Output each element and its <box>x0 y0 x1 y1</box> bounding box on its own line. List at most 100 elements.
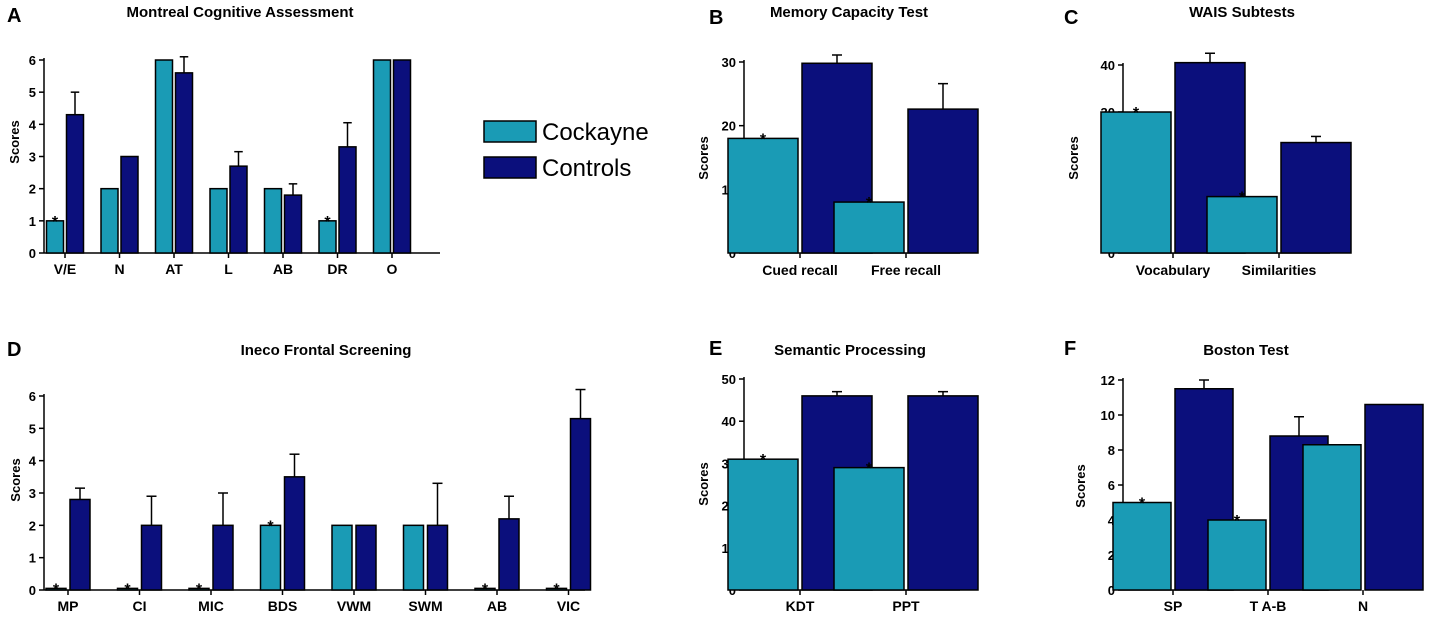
y-tick-label: 6 <box>1108 478 1115 493</box>
bar-controls <box>1280 141 1352 254</box>
bar-cockayne <box>1302 444 1362 591</box>
y-tick-label: 4 <box>1108 513 1116 528</box>
x-category-label: DR <box>327 261 347 277</box>
significance-marker: * <box>760 131 767 148</box>
x-category-label: Vocabulary <box>1136 262 1211 278</box>
bar-controls <box>69 498 91 591</box>
bar-cockayne <box>188 587 210 591</box>
panel-d: D Ineco Frontal ScreeningScores0123456MP*… <box>7 339 592 614</box>
bar-cockayne <box>331 524 353 591</box>
x-category-label: AB <box>273 261 293 277</box>
x-category-label: KDT <box>786 598 815 614</box>
y-axis-label: Scores <box>1066 136 1081 179</box>
panel-title: Ineco Frontal Screening <box>241 342 412 359</box>
bar-cockayne <box>372 59 392 254</box>
x-category-label: Similarities <box>1242 262 1317 278</box>
bar-cockayne <box>100 187 119 254</box>
significance-marker: * <box>866 195 873 212</box>
x-category-label: PPT <box>892 598 920 614</box>
panel-title: WAIS Subtests <box>1189 4 1295 21</box>
x-category-label: Free recall <box>871 262 941 278</box>
y-tick-label: 6 <box>29 389 36 404</box>
y-axis-label: Scores <box>8 458 23 501</box>
bar-cockayne <box>474 587 496 591</box>
x-category-label: MIC <box>198 598 224 614</box>
bar-controls <box>65 113 85 254</box>
bar-cockayne <box>1112 501 1172 591</box>
y-tick-label: 10 <box>1101 408 1115 423</box>
y-tick-label: 8 <box>1108 443 1115 458</box>
significance-marker: * <box>324 214 331 231</box>
bar-controls <box>229 165 248 254</box>
significance-marker: * <box>760 452 767 469</box>
significance-marker: * <box>1139 496 1146 513</box>
bar-controls <box>569 417 592 591</box>
bar-controls <box>426 524 449 591</box>
panel-letter: C <box>1064 7 1078 29</box>
x-category-label: L <box>224 261 233 277</box>
bar-controls <box>498 518 520 591</box>
y-tick-label: 3 <box>29 150 36 165</box>
panel-f: F Boston Test Scores 0 2 4 6 8 10 12 SP * T A-B * N <box>1064 338 1424 614</box>
panel-title: Boston Test <box>1203 342 1289 359</box>
y-tick-label: 0 <box>29 246 36 261</box>
y-tick-label: 3 <box>29 486 36 501</box>
bar-controls <box>140 524 163 591</box>
significance-marker: * <box>1133 105 1140 122</box>
y-tick-label: 1 <box>29 551 36 566</box>
y-tick-label: 4 <box>29 454 37 469</box>
panel-letter: E <box>709 338 722 360</box>
y-tick-label: 5 <box>29 85 36 100</box>
bar-controls <box>212 524 234 591</box>
x-category-label: MP <box>58 598 79 614</box>
x-category-label: Cued recall <box>762 262 837 278</box>
bar-controls <box>392 59 412 254</box>
x-category-label: V/E <box>54 261 77 277</box>
bar-cockayne <box>259 524 282 591</box>
x-category-label: AT <box>165 261 183 277</box>
x-category-label: VWM <box>337 598 371 614</box>
y-tick-label: 2 <box>1108 548 1115 563</box>
legend: Cockayne Controls <box>483 119 649 182</box>
x-category-label: AB <box>487 598 507 614</box>
legend-swatch-cockayne <box>483 120 537 143</box>
x-category-label: N <box>114 261 124 277</box>
y-tick-label: 12 <box>1101 373 1115 388</box>
bar-cockayne <box>318 220 337 254</box>
bar-controls <box>1364 403 1424 591</box>
bar-cockayne <box>154 59 174 254</box>
bar-controls <box>338 146 357 254</box>
x-category-label: CI <box>133 598 147 614</box>
legend-label-controls: Controls <box>542 155 631 182</box>
significance-marker: * <box>553 581 560 598</box>
y-tick-label: 2 <box>29 518 36 533</box>
y-tick-label: 6 <box>29 53 36 68</box>
bar-cockayne <box>402 524 425 591</box>
y-tick-label: 40 <box>1101 58 1115 73</box>
bar-cockayne <box>727 137 799 254</box>
y-tick-label: 20 <box>722 119 736 134</box>
significance-marker: * <box>52 214 59 231</box>
bar-cockayne <box>727 458 799 591</box>
x-category-label: SWM <box>408 598 442 614</box>
y-axis-label: Scores <box>696 136 711 179</box>
x-category-label: N <box>1358 598 1368 614</box>
panel-letter: F <box>1064 338 1076 360</box>
x-category-label: T A-B <box>1250 598 1287 614</box>
panel-letter: B <box>709 7 723 29</box>
bar-cockayne <box>263 187 283 254</box>
bar-cockayne <box>833 201 905 254</box>
y-tick-label: 5 <box>29 421 36 436</box>
panel-letter: D <box>7 339 21 361</box>
significance-marker: * <box>196 581 203 598</box>
significance-marker: * <box>53 581 60 598</box>
y-tick-label: 40 <box>722 414 736 429</box>
bar-controls <box>120 155 139 254</box>
panel-title: Memory Capacity Test <box>770 4 928 21</box>
y-tick-label: 50 <box>722 372 736 387</box>
bar-cockayne <box>116 587 139 591</box>
bar-cockayne <box>209 187 228 254</box>
significance-marker: * <box>267 518 274 535</box>
